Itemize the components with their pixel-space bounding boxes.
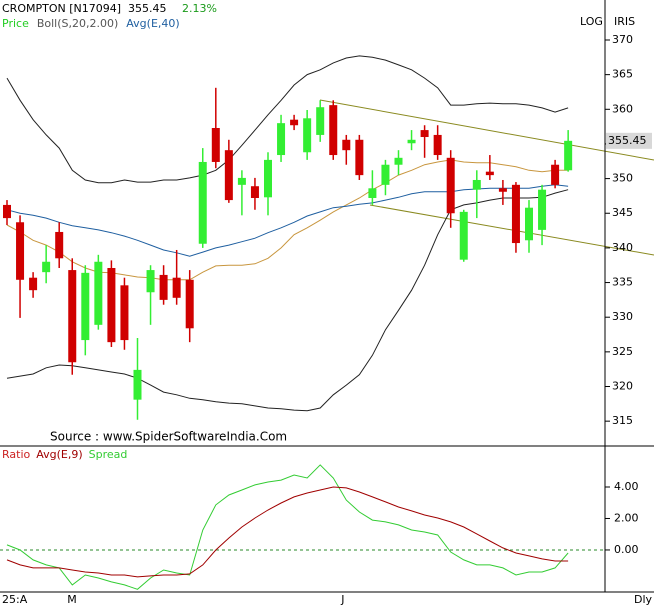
y-tick-label: 350 xyxy=(612,172,633,185)
candle-body xyxy=(498,188,507,192)
y-tick-label: 325 xyxy=(612,345,633,358)
y-tick-label: 4.00 xyxy=(614,480,639,493)
candle-body xyxy=(107,267,116,343)
candle-body xyxy=(224,150,233,201)
candle-body xyxy=(459,211,468,260)
y-tick-label: 2.00 xyxy=(614,511,639,524)
y-tick-label: 335 xyxy=(612,276,633,289)
log-button[interactable]: LOG xyxy=(580,15,603,28)
candle-body xyxy=(185,279,194,329)
change-percent: 2.13% xyxy=(182,2,217,15)
candle-body xyxy=(277,123,286,156)
candle-body xyxy=(368,188,377,199)
bollinger-upper xyxy=(6,55,569,184)
indicator-line xyxy=(6,486,569,578)
legend-entry: Avg(E,9) xyxy=(36,448,82,461)
y-tick-label: 370 xyxy=(612,33,633,46)
y-tick-label: 315 xyxy=(612,414,633,427)
y-tick-label: 0.00 xyxy=(614,543,639,556)
moving-average xyxy=(6,184,569,257)
candle-body xyxy=(551,164,560,185)
candle-body xyxy=(146,270,155,293)
candle-body xyxy=(394,157,403,165)
bollinger-middle xyxy=(6,159,569,281)
candle-body xyxy=(511,184,520,244)
candle-body xyxy=(564,140,573,171)
x-tick-label: J xyxy=(340,593,344,606)
candle-body xyxy=(329,105,338,156)
legend-entry: Spread xyxy=(89,448,128,461)
y-tick-label: 345 xyxy=(612,206,633,219)
candle-body xyxy=(3,204,11,219)
candle-body xyxy=(264,159,272,198)
indicator-line xyxy=(6,464,569,590)
candle-body xyxy=(525,207,533,241)
symbol-title: CROMPTON [N17094] xyxy=(2,2,121,15)
legend-entry: Avg(E,40) xyxy=(126,17,179,30)
indicator-title: Ratio xyxy=(2,448,31,461)
last-price-label: 355.45 xyxy=(608,134,647,147)
candle-body xyxy=(211,128,220,162)
candle-body xyxy=(94,261,103,325)
candle-body xyxy=(290,119,299,126)
candle-body xyxy=(133,369,142,400)
periodicity: Dly xyxy=(634,593,653,606)
candle-body xyxy=(433,134,442,156)
candle-body xyxy=(237,177,246,185)
candle-body xyxy=(198,161,207,244)
last-price-box xyxy=(606,132,652,149)
candle-body xyxy=(159,274,168,300)
candle-body xyxy=(29,277,38,291)
trendline xyxy=(319,99,654,161)
candle-body xyxy=(446,157,455,214)
candle-body xyxy=(538,189,547,230)
candle-body xyxy=(355,139,364,176)
iris-button[interactable]: IRIS xyxy=(614,15,635,28)
x-tick-label: 25:A xyxy=(2,593,28,606)
candle-body xyxy=(16,222,25,280)
candle-body xyxy=(68,270,77,363)
legend-entry: Boll(S,20,2.00) xyxy=(37,17,118,30)
candle-body xyxy=(120,285,129,341)
y-tick-label: 320 xyxy=(612,380,633,393)
last-price: 355.45 xyxy=(128,2,167,15)
candle-body xyxy=(250,186,259,199)
candle-body xyxy=(342,139,351,151)
candle-body xyxy=(172,277,181,298)
bollinger-lower xyxy=(6,189,569,412)
candle-body xyxy=(407,139,416,144)
candle-body xyxy=(55,231,64,259)
candle-body xyxy=(485,171,494,176)
y-tick-label: 365 xyxy=(612,68,633,81)
candle-body xyxy=(81,272,90,341)
x-tick-label: M xyxy=(67,593,77,606)
legend-entry: Price xyxy=(2,17,29,30)
candle-body xyxy=(381,164,390,185)
y-tick-label: 360 xyxy=(612,102,633,115)
candle-body xyxy=(316,107,325,135)
candle-body xyxy=(420,130,429,138)
y-tick-label: 340 xyxy=(612,241,633,254)
candle-body xyxy=(303,118,312,153)
candle-body xyxy=(42,261,51,273)
y-tick-label: 330 xyxy=(612,310,633,323)
candle-body xyxy=(472,179,481,190)
source-note: Source : www.SpiderSoftwareIndia.Com xyxy=(50,430,287,444)
